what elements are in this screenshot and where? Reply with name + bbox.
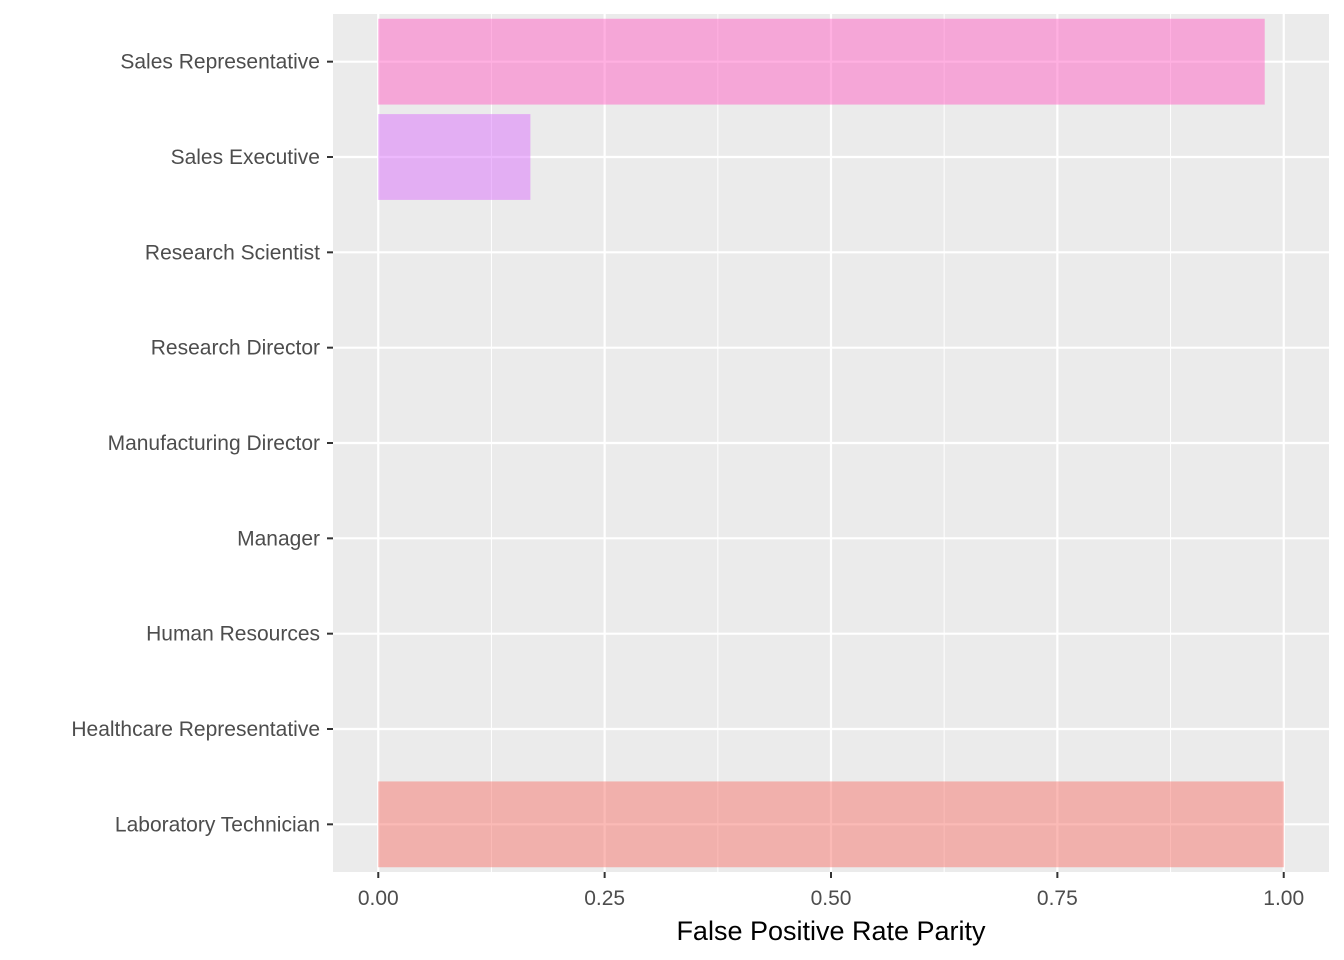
y-tick-label: Research Scientist bbox=[145, 241, 320, 264]
x-tick-label: 0.00 bbox=[358, 887, 399, 910]
bar-sales-representative bbox=[378, 18, 1265, 105]
x-tick-label: 0.25 bbox=[584, 887, 625, 910]
y-tick-label: Human Resources bbox=[146, 623, 320, 646]
bar-laboratory-technician bbox=[378, 781, 1284, 868]
x-tick-label: 0.50 bbox=[811, 887, 852, 910]
x-axis: 0.00 0.25 0.50 0.75 1.00 bbox=[358, 872, 1304, 910]
y-tick-label: Sales Representative bbox=[120, 51, 320, 74]
y-tick-label: Healthcare Representative bbox=[71, 718, 320, 741]
x-tick-label: 0.75 bbox=[1037, 887, 1078, 910]
bars bbox=[378, 18, 1284, 868]
y-tick-label: Manufacturing Director bbox=[108, 432, 320, 455]
bar-sales-executive bbox=[378, 114, 531, 200]
x-axis-title: False Positive Rate Parity bbox=[676, 916, 986, 946]
y-tick-label: Manager bbox=[237, 527, 320, 550]
y-axis: Laboratory Technician Healthcare Represen… bbox=[71, 51, 333, 836]
y-tick-label: Sales Executive bbox=[171, 146, 320, 169]
y-tick-label: Laboratory Technician bbox=[115, 813, 320, 836]
y-tick-label: Research Director bbox=[151, 337, 320, 360]
x-tick-label: 1.00 bbox=[1263, 887, 1304, 910]
